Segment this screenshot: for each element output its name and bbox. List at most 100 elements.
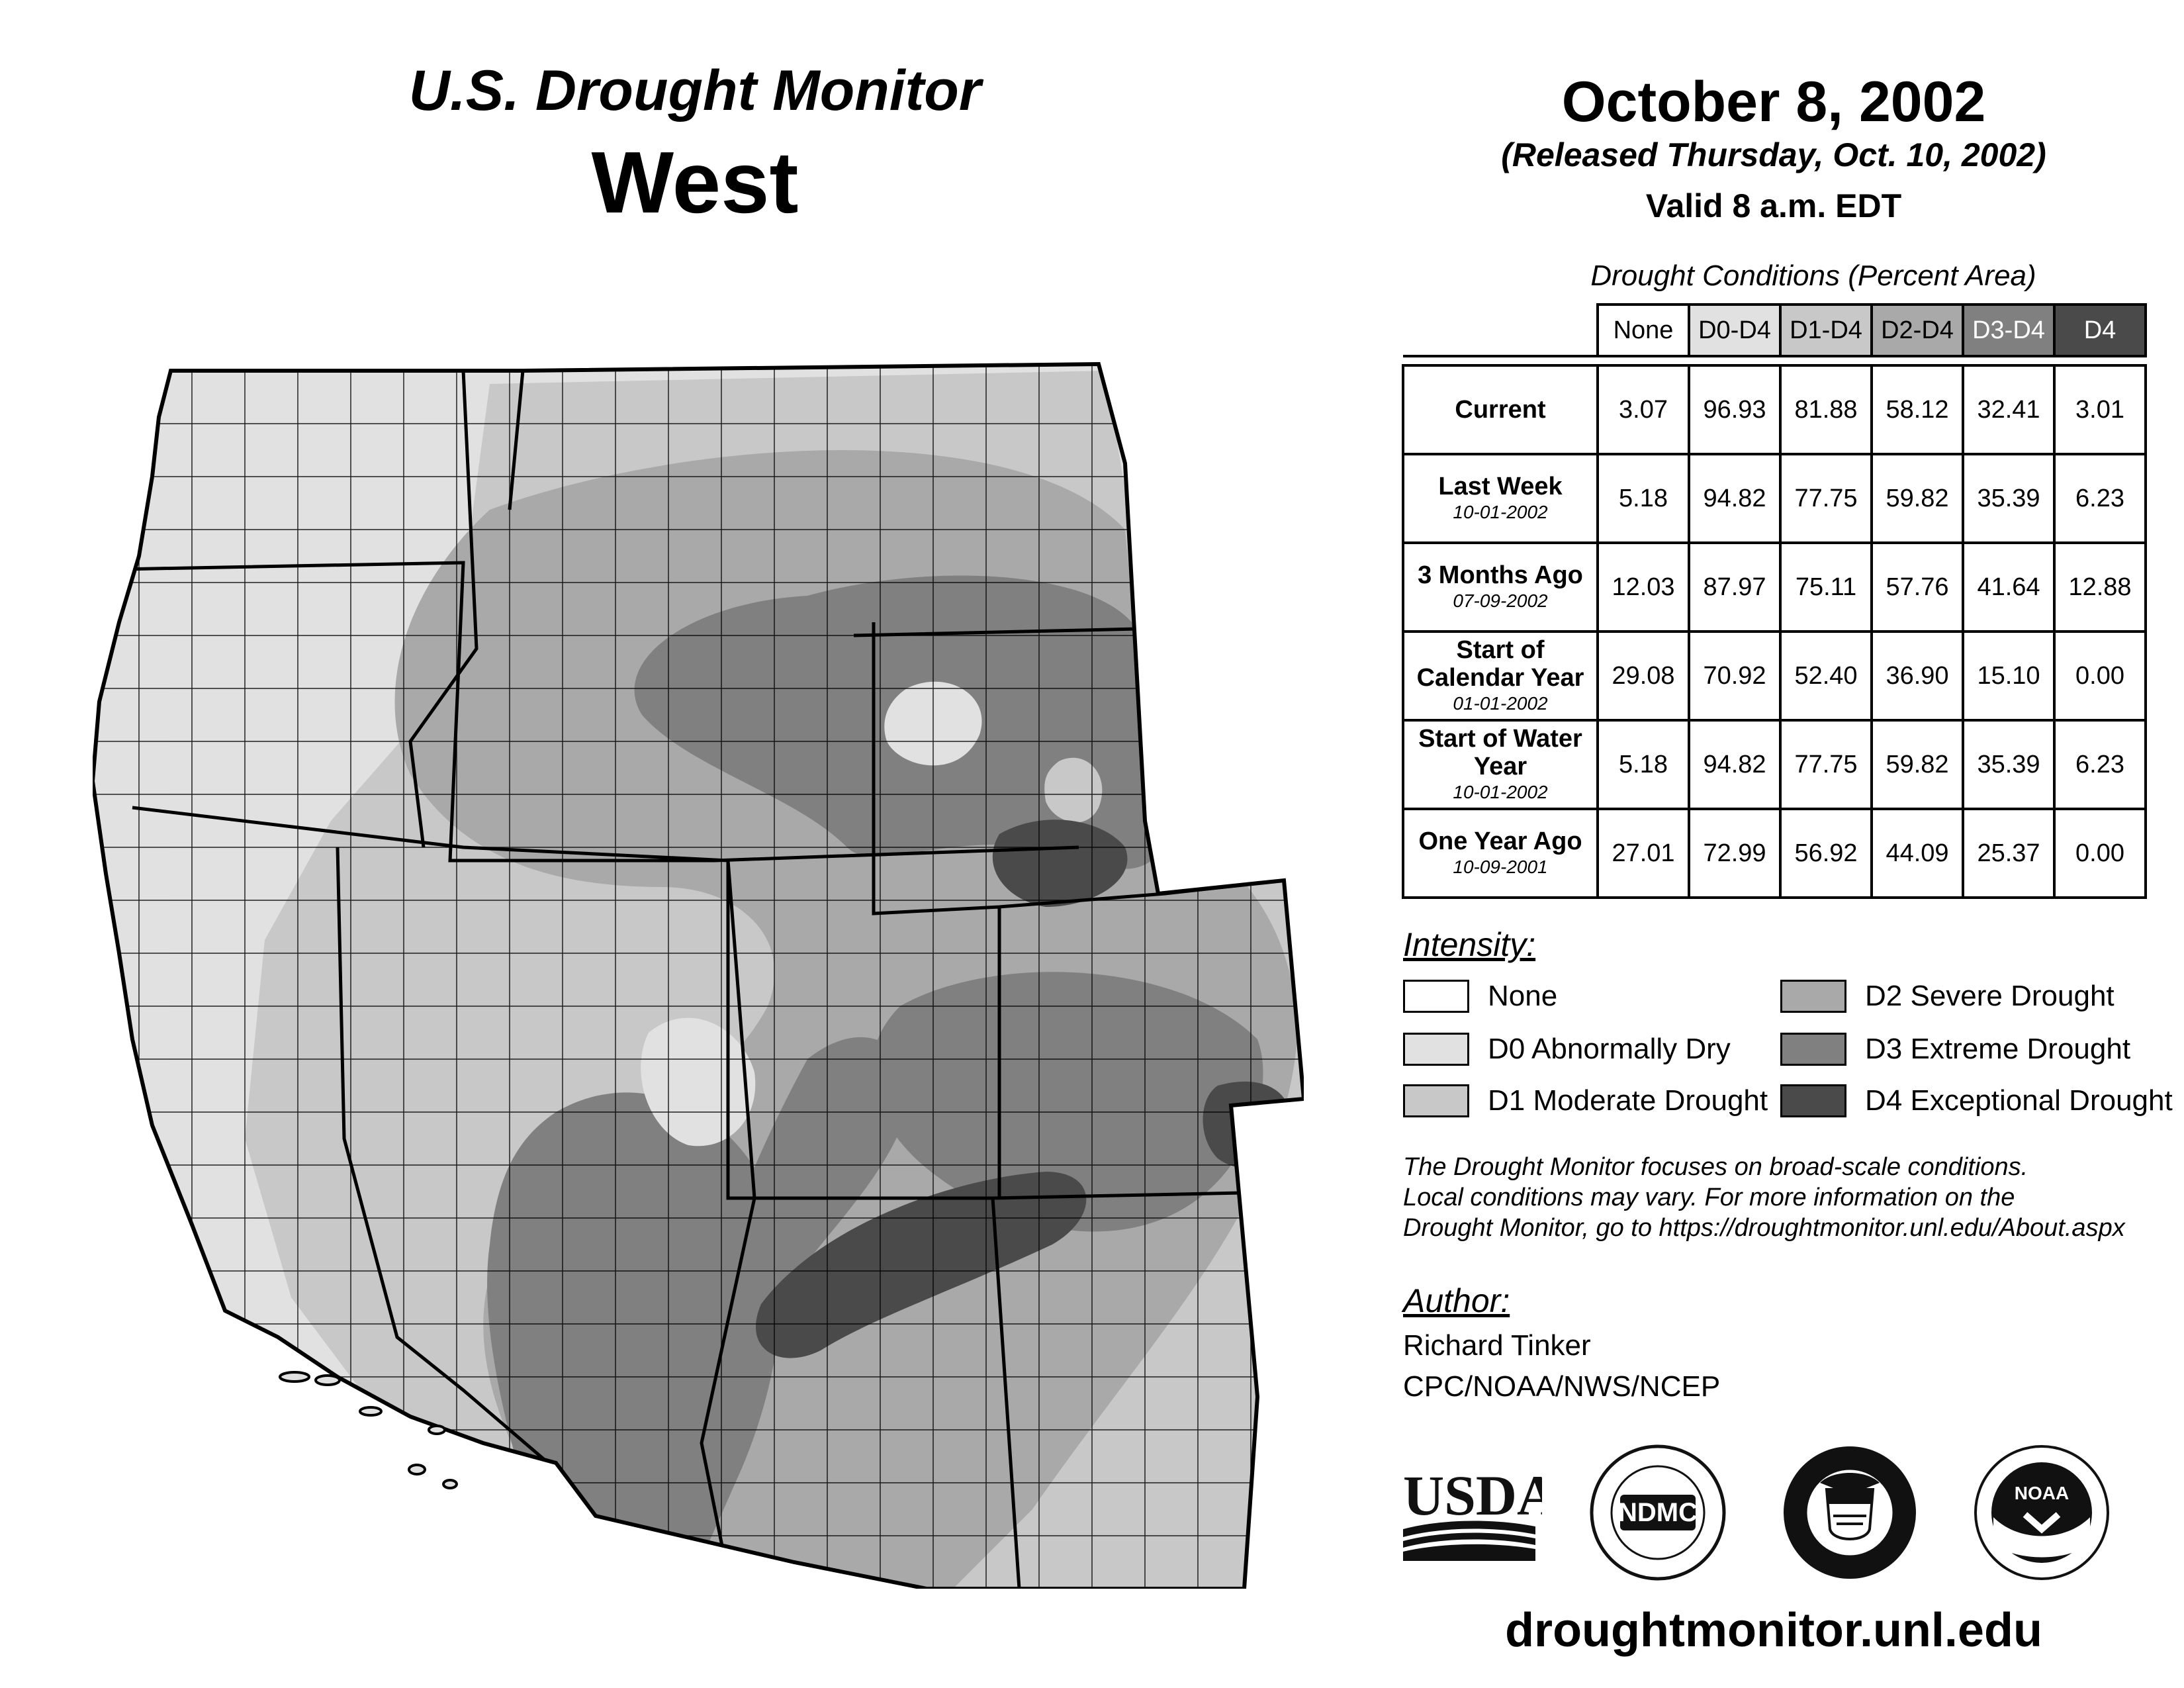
svg-text:NOAA: NOAA bbox=[2015, 1483, 2069, 1503]
row-date: 10-01-2002 bbox=[1453, 502, 1548, 522]
cell-value: 3.01 bbox=[2053, 364, 2147, 455]
cell-value: 59.82 bbox=[1870, 453, 1964, 544]
table-row: One Year Ago 10-09-2001 27.01 72.99 56.92… bbox=[1402, 808, 2147, 899]
cell-value: 77.75 bbox=[1779, 453, 1873, 544]
cell-value: 25.37 bbox=[1962, 808, 2056, 899]
legend-label: D4 Exceptional Drought bbox=[1865, 1084, 2173, 1117]
col-header-none: None bbox=[1596, 303, 1690, 357]
row-label: Start of Calendar Year 01-01-2002 bbox=[1402, 630, 1599, 722]
legend-label: D3 Extreme Drought bbox=[1865, 1033, 2131, 1065]
cell-value: 0.00 bbox=[2053, 808, 2147, 899]
note-line: Drought Monitor, go to https://droughtmo… bbox=[1403, 1214, 2125, 1242]
map-title: U.S. Drought Monitor bbox=[408, 59, 981, 122]
row-label: Current bbox=[1402, 364, 1599, 455]
col-header-d0-d4: D0-D4 bbox=[1688, 303, 1782, 357]
cell-value: 44.09 bbox=[1870, 808, 1964, 899]
cell-value: 35.39 bbox=[1962, 719, 2056, 810]
drought-map bbox=[93, 361, 1304, 1589]
cell-value: 32.41 bbox=[1962, 364, 2056, 455]
cell-value: 29.08 bbox=[1596, 630, 1690, 722]
col-header-d3-d4: D3-D4 bbox=[1962, 303, 2056, 357]
legend-swatch bbox=[1780, 1084, 1846, 1117]
legend-item-d4: D4 Exceptional Drought bbox=[1780, 1084, 2173, 1117]
row-date: 07-09-2002 bbox=[1453, 590, 1548, 611]
row-title: Start of Water Year bbox=[1418, 725, 1582, 780]
cell-value: 36.90 bbox=[1870, 630, 1964, 722]
valid-time: Valid 8 a.m. EDT bbox=[1645, 187, 1902, 224]
legend-label: None bbox=[1488, 980, 1558, 1012]
table-header-row: None D0-D4 D1-D4 D2-D4 D3-D4 D4 bbox=[1403, 303, 2147, 357]
note-line: Local conditions may vary. For more info… bbox=[1403, 1184, 2015, 1211]
table-row: Start of Water Year 10-01-2002 5.18 94.82… bbox=[1402, 719, 2147, 810]
legend-swatch bbox=[1403, 1033, 1469, 1066]
cell-value: 96.93 bbox=[1688, 364, 1782, 455]
legend-swatch bbox=[1403, 980, 1469, 1013]
cell-value: 94.82 bbox=[1688, 453, 1782, 544]
col-header-d1-d4: D1-D4 bbox=[1779, 303, 1873, 357]
author-name: Richard Tinker bbox=[1403, 1329, 1591, 1362]
cell-value: 5.18 bbox=[1596, 719, 1690, 810]
county-grid bbox=[93, 364, 1304, 1589]
row-date: 10-01-2002 bbox=[1453, 782, 1548, 802]
usda-logo: USDA bbox=[1403, 1464, 1542, 1561]
cell-value: 94.82 bbox=[1688, 719, 1782, 810]
cell-value: 87.97 bbox=[1688, 541, 1782, 633]
author-heading: Author: bbox=[1403, 1282, 1510, 1319]
row-label: Last Week 10-01-2002 bbox=[1402, 453, 1599, 544]
row-date: 10-09-2001 bbox=[1453, 857, 1548, 877]
svg-text:NDMC: NDMC bbox=[1618, 1498, 1698, 1527]
col-header-d4: D4 bbox=[2053, 303, 2147, 357]
table-row: 3 Months Ago 07-09-2002 12.03 87.97 75.11… bbox=[1402, 541, 2147, 633]
legend-item-none: None bbox=[1403, 980, 1557, 1013]
legend-item-d3: D3 Extreme Drought bbox=[1780, 1033, 2130, 1066]
cell-value: 12.88 bbox=[2053, 541, 2147, 633]
row-label: Start of Water Year 10-01-2002 bbox=[1402, 719, 1599, 810]
intensity-heading: Intensity: bbox=[1403, 926, 1536, 963]
table-row: Last Week 10-01-2002 5.18 94.82 77.75 59.… bbox=[1402, 453, 2147, 544]
row-title: 3 Months Ago bbox=[1418, 561, 1583, 589]
cell-value: 6.23 bbox=[2053, 719, 2147, 810]
noaa-logo: NOAA bbox=[1974, 1445, 2109, 1580]
legend-item-d2: D2 Severe Drought bbox=[1780, 980, 2115, 1013]
cell-value: 35.39 bbox=[1962, 453, 2056, 544]
legend-item-d0: D0 Abnormally Dry bbox=[1403, 1033, 1731, 1066]
cell-value: 58.12 bbox=[1870, 364, 1964, 455]
legend-label: D2 Severe Drought bbox=[1865, 980, 2115, 1012]
cell-value: 41.64 bbox=[1962, 541, 2056, 633]
cell-value: 12.03 bbox=[1596, 541, 1690, 633]
row-date: 01-01-2002 bbox=[1453, 693, 1548, 714]
author-org: CPC/NOAA/NWS/NCEP bbox=[1403, 1370, 1721, 1403]
cell-value: 5.18 bbox=[1596, 453, 1690, 544]
map-date: October 8, 2002 bbox=[1561, 70, 1986, 134]
table-row: Current 3.07 96.93 81.88 58.12 32.41 3.0… bbox=[1402, 364, 2147, 455]
cell-value: 52.40 bbox=[1779, 630, 1873, 722]
legend-swatch bbox=[1780, 980, 1846, 1013]
commerce-seal bbox=[1784, 1446, 1916, 1579]
legend-label: D0 Abnormally Dry bbox=[1488, 1033, 1731, 1065]
row-title: Start of Calendar Year bbox=[1416, 636, 1584, 692]
row-label: 3 Months Ago 07-09-2002 bbox=[1402, 541, 1599, 633]
drought-conditions-table: None D0-D4 D1-D4 D2-D4 D3-D4 D4 Current … bbox=[1402, 303, 2147, 899]
cell-value: 59.82 bbox=[1870, 719, 1964, 810]
legend-item-d1: D1 Moderate Drought bbox=[1403, 1084, 1768, 1117]
cell-value: 0.00 bbox=[2053, 630, 2147, 722]
table-corner bbox=[1403, 305, 1599, 357]
region-title: West bbox=[591, 134, 799, 231]
row-title: Last Week bbox=[1438, 473, 1563, 500]
table-row: Start of Calendar Year 01-01-2002 29.08 7… bbox=[1402, 630, 2147, 722]
row-title: Current bbox=[1455, 396, 1546, 424]
note-line: The Drought Monitor focuses on broad-sca… bbox=[1403, 1153, 2028, 1181]
row-label: One Year Ago 10-09-2001 bbox=[1402, 808, 1599, 899]
cell-value: 56.92 bbox=[1779, 808, 1873, 899]
legend-swatch bbox=[1403, 1084, 1469, 1117]
cell-value: 77.75 bbox=[1779, 719, 1873, 810]
cell-value: 75.11 bbox=[1779, 541, 1873, 633]
legend-label: D1 Moderate Drought bbox=[1488, 1084, 1768, 1117]
svg-text:USDA: USDA bbox=[1403, 1464, 1542, 1527]
col-header-d2-d4: D2-D4 bbox=[1870, 303, 1964, 357]
table-caption: Drought Conditions (Percent Area) bbox=[1590, 259, 2036, 292]
website-url: droughtmonitor.unl.edu bbox=[1505, 1604, 2042, 1657]
cell-value: 70.92 bbox=[1688, 630, 1782, 722]
cell-value: 57.76 bbox=[1870, 541, 1964, 633]
cell-value: 15.10 bbox=[1962, 630, 2056, 722]
